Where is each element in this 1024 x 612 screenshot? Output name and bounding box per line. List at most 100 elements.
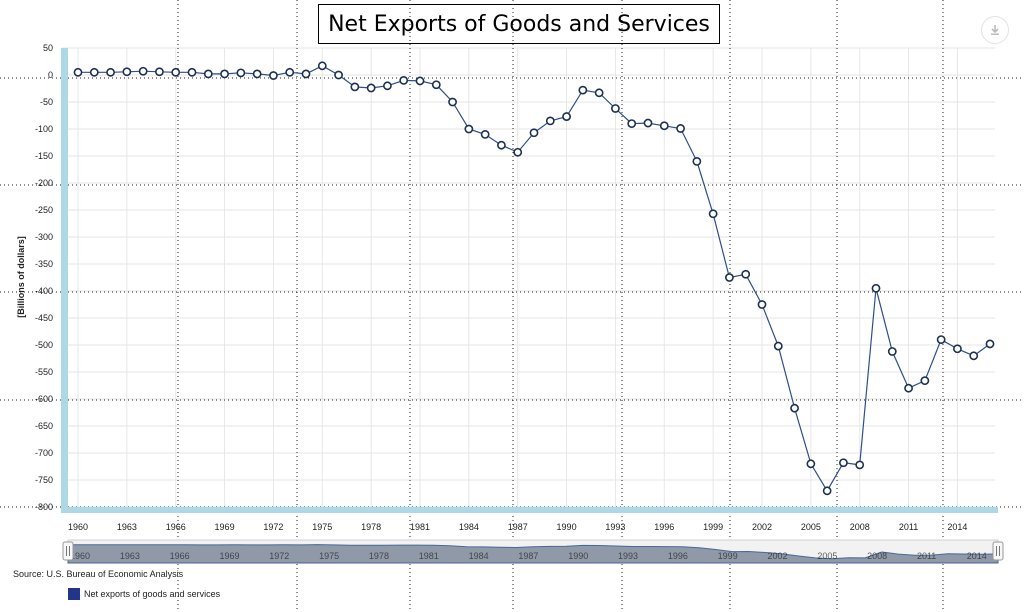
data-point bbox=[627, 119, 637, 128]
data-point bbox=[790, 403, 799, 413]
navigator-label: 1999 bbox=[718, 551, 738, 561]
data-point bbox=[611, 104, 620, 113]
x-axis-ticks: 1960 1963 1966 1969 1972 1975 1978 1981 1984 1987… bbox=[68, 522, 967, 532]
y-tick-label: 50 bbox=[43, 43, 53, 53]
data-point bbox=[350, 82, 360, 92]
navigator-label: 1972 bbox=[269, 551, 289, 561]
legend-swatch bbox=[68, 588, 80, 600]
navigator-label: 1984 bbox=[469, 551, 489, 561]
data-point bbox=[708, 209, 718, 219]
data-point bbox=[529, 128, 539, 138]
x-tick-label: 1987 bbox=[508, 522, 528, 532]
x-tick-label: 1969 bbox=[215, 522, 235, 532]
x-tick-label: 1972 bbox=[263, 522, 283, 532]
data-point bbox=[383, 81, 392, 91]
x-axis-band bbox=[61, 507, 998, 513]
y-axis-label: [Billions of dollars] bbox=[16, 236, 26, 318]
download-button[interactable] bbox=[981, 16, 1009, 44]
data-point bbox=[431, 80, 441, 90]
y-tick-label: 0 bbox=[48, 70, 53, 80]
data-point bbox=[73, 67, 83, 77]
x-tick-label: 2002 bbox=[752, 522, 772, 532]
navigator-label: 1978 bbox=[369, 551, 389, 561]
data-point bbox=[855, 460, 865, 470]
data-point bbox=[334, 70, 343, 80]
data-point bbox=[89, 67, 99, 77]
data-point bbox=[839, 458, 848, 468]
y-tick-label: -750 bbox=[35, 475, 53, 485]
data-point bbox=[252, 69, 262, 79]
x-tick-label: 1978 bbox=[361, 522, 381, 532]
data-point bbox=[497, 140, 506, 150]
navigator-label: 2014 bbox=[967, 551, 987, 561]
navigator[interactable]: 1960 1963 1966 1969 1972 1975 1978 1981 1984 1987… bbox=[62, 539, 1004, 564]
data-point bbox=[122, 67, 132, 77]
navigator-handle-right[interactable] bbox=[992, 541, 1004, 561]
navigator-label: 1996 bbox=[668, 551, 688, 561]
grid-lines bbox=[62, 47, 995, 508]
data-point bbox=[969, 351, 979, 361]
navigator-label: 1969 bbox=[219, 551, 239, 561]
data-point bbox=[659, 121, 669, 131]
y-tick-label: -250 bbox=[35, 205, 53, 215]
data-point bbox=[594, 88, 604, 98]
data-point bbox=[138, 66, 148, 76]
data-point bbox=[399, 76, 409, 85]
navigator-label: 1990 bbox=[568, 551, 588, 561]
x-tick-label: 1984 bbox=[459, 522, 479, 532]
x-tick-label: 2008 bbox=[850, 522, 870, 532]
chart-title: Net Exports of Goods and Services bbox=[318, 4, 720, 44]
legend-item[interactable]: Net exports of goods and services bbox=[68, 587, 220, 601]
data-point bbox=[203, 69, 213, 79]
data-point bbox=[985, 339, 995, 349]
y-tick-label: -200 bbox=[35, 178, 53, 188]
data-point bbox=[936, 335, 946, 344]
y-tick-label: -700 bbox=[35, 448, 53, 458]
navigator-series-area bbox=[67, 544, 999, 564]
navigator-handle-icon bbox=[62, 541, 74, 561]
data-point bbox=[904, 383, 913, 393]
y-tick-label: -800 bbox=[35, 502, 53, 512]
x-tick-label: 1963 bbox=[117, 522, 137, 532]
x-tick-label: 2005 bbox=[801, 522, 821, 532]
x-tick-label: 1999 bbox=[703, 522, 723, 532]
data-point bbox=[953, 344, 962, 354]
data-point bbox=[643, 118, 653, 128]
y-tick-label: -350 bbox=[35, 259, 53, 269]
x-tick-label: 1960 bbox=[68, 522, 88, 532]
y-tick-label: -400 bbox=[35, 286, 53, 296]
axis-bands bbox=[61, 48, 998, 513]
legend-label: Net exports of goods and services bbox=[84, 589, 221, 599]
navigator-label: 2005 bbox=[817, 551, 837, 561]
y-tick-label: -450 bbox=[35, 313, 53, 323]
y-tick-label: -50 bbox=[40, 97, 53, 107]
data-point bbox=[562, 112, 571, 121]
data-point bbox=[236, 68, 246, 78]
data-point bbox=[187, 67, 197, 77]
data-point bbox=[366, 83, 376, 93]
data-point bbox=[285, 67, 295, 77]
data-point bbox=[448, 97, 457, 107]
x-tick-label: 1975 bbox=[312, 522, 332, 532]
series-markers bbox=[73, 61, 995, 496]
x-tick-label: 2014 bbox=[947, 522, 967, 532]
data-point bbox=[464, 124, 474, 134]
data-point bbox=[545, 116, 555, 126]
x-tick-label: 1990 bbox=[557, 522, 577, 532]
data-point bbox=[773, 341, 783, 351]
data-point bbox=[480, 129, 490, 139]
navigator-handle-icon bbox=[992, 541, 1004, 561]
data-point bbox=[317, 61, 327, 71]
navigator-label: 1966 bbox=[170, 551, 190, 561]
data-point bbox=[415, 76, 425, 86]
navigator-label: 1993 bbox=[618, 551, 638, 561]
data-point bbox=[155, 67, 164, 77]
navigator-label: 1981 bbox=[419, 551, 439, 561]
y-axis-band bbox=[61, 48, 68, 511]
navigator-label: 1975 bbox=[319, 551, 339, 561]
data-point bbox=[578, 85, 588, 95]
source-note: Source: U.S. Bureau of Economic Analysis bbox=[13, 569, 184, 579]
x-tick-label: 1996 bbox=[654, 522, 674, 532]
navigator-handle-left[interactable] bbox=[62, 541, 74, 561]
